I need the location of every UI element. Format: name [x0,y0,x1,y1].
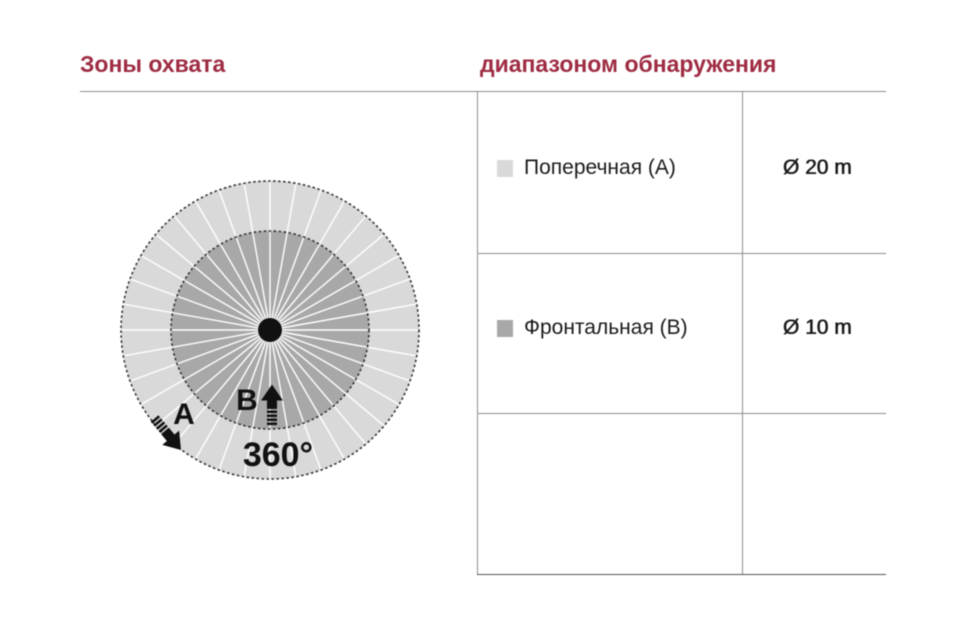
svg-text:A: A [173,398,195,431]
svg-text:B: B [236,384,258,417]
svg-text:360°: 360° [243,436,313,474]
